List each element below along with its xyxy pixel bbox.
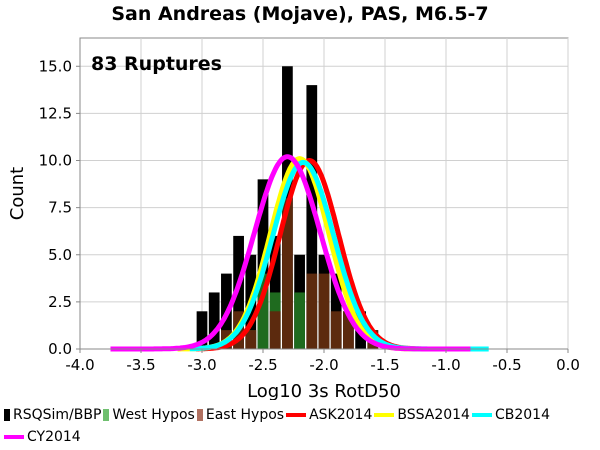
legend-label: CB2014	[494, 407, 550, 423]
legend-item-ask2014: ASK2014	[286, 404, 372, 426]
x-tick-label: -3.5	[126, 356, 155, 374]
y-tick-label: 0.0	[48, 340, 72, 358]
legend-swatch	[374, 413, 395, 417]
bar-rsqsim-bbp	[196, 311, 208, 349]
x-tick-label: -1.5	[370, 356, 399, 374]
chart-title: San Andreas (Mojave), PAS, M6.5-7	[111, 3, 489, 25]
bar-west-hypos	[257, 273, 269, 349]
x-axis-title: Log10 3s RotD50	[247, 381, 401, 400]
y-tick-label: 15.0	[39, 57, 72, 75]
x-tick-label: -2.5	[248, 356, 277, 374]
legend-item-rsqsim-bbp: RSQSim/BBP	[4, 404, 101, 426]
x-tick-label: -3.0	[187, 356, 216, 374]
bar-rsqsim-bbp	[269, 235, 281, 349]
x-tick-label: -1.0	[431, 356, 460, 374]
legend-label: RSQSim/BBP	[13, 407, 102, 423]
x-tick-label: -4.0	[65, 356, 94, 374]
bar-east-hypos	[318, 273, 330, 349]
rupture-count-annotation: 83 Ruptures	[91, 53, 222, 75]
bar-east-hypos	[245, 330, 257, 349]
legend-item-east-hypos: East Hypos	[196, 404, 285, 426]
bar-west-hypos	[294, 292, 305, 349]
y-axis-title: Count	[7, 167, 28, 220]
x-tick-label: -2.0	[309, 356, 338, 374]
legend-item-cy2014: CY2014	[4, 426, 81, 448]
chart-legend: RSQSim/BBP West Hypos East Hypos ASK2014 BSS…	[4, 404, 596, 448]
legend-swatch	[4, 435, 24, 439]
y-tick-label: 10.0	[39, 152, 72, 170]
y-tick-label: 2.5	[48, 293, 72, 311]
legend-item-west-hypos: West Hypos	[103, 404, 195, 426]
bar-east-hypos	[282, 198, 293, 349]
legend-label: BSSA2014	[397, 407, 470, 423]
legend-label: West Hypos	[112, 407, 195, 423]
legend-swatch	[471, 413, 492, 417]
bar-east-hypos	[343, 311, 354, 349]
bar-rsqsim-bbp	[233, 235, 244, 349]
legend-swatch	[196, 409, 203, 421]
legend-label: CY2014	[27, 429, 81, 445]
bar-east-hypos	[306, 273, 318, 349]
x-tick-label: -0.5	[492, 356, 521, 374]
y-tick-label: 7.5	[48, 199, 72, 217]
bar-east-hypos	[330, 311, 342, 349]
legend-swatch	[4, 409, 10, 421]
histogram-chart: -4.0 -3.5 -3.0 -2.5 -2.0 -1.5 -1.0 -0.5 0.0 0.0 2.…	[7, 37, 580, 400]
bar-rsqsim-bbp	[208, 292, 220, 349]
y-tick-label: 5.0	[48, 246, 72, 264]
legend-item-cb2014: CB2014	[471, 404, 550, 426]
legend-swatch	[103, 409, 110, 421]
bar-rsqsim-bbp	[306, 85, 318, 349]
bar-east-hypos	[269, 311, 281, 349]
legend-label: ASK2014	[309, 407, 373, 423]
legend-swatch	[286, 413, 307, 417]
legend-item-bssa2014: BSSA2014	[374, 404, 470, 426]
legend-label: East Hypos	[205, 407, 285, 423]
x-tick-label: 0.0	[556, 356, 580, 374]
y-tick-label: 12.5	[39, 104, 72, 122]
